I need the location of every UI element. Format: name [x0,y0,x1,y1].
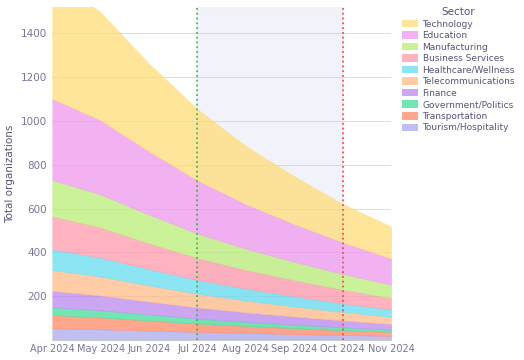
Bar [198,6,343,340]
Y-axis label: Total organizations: Total organizations [6,124,16,222]
Legend: Technology, Education, Manufacturing, Business Services, Healthcare/Wellness, Te: Technology, Education, Manufacturing, Bu… [399,4,518,135]
